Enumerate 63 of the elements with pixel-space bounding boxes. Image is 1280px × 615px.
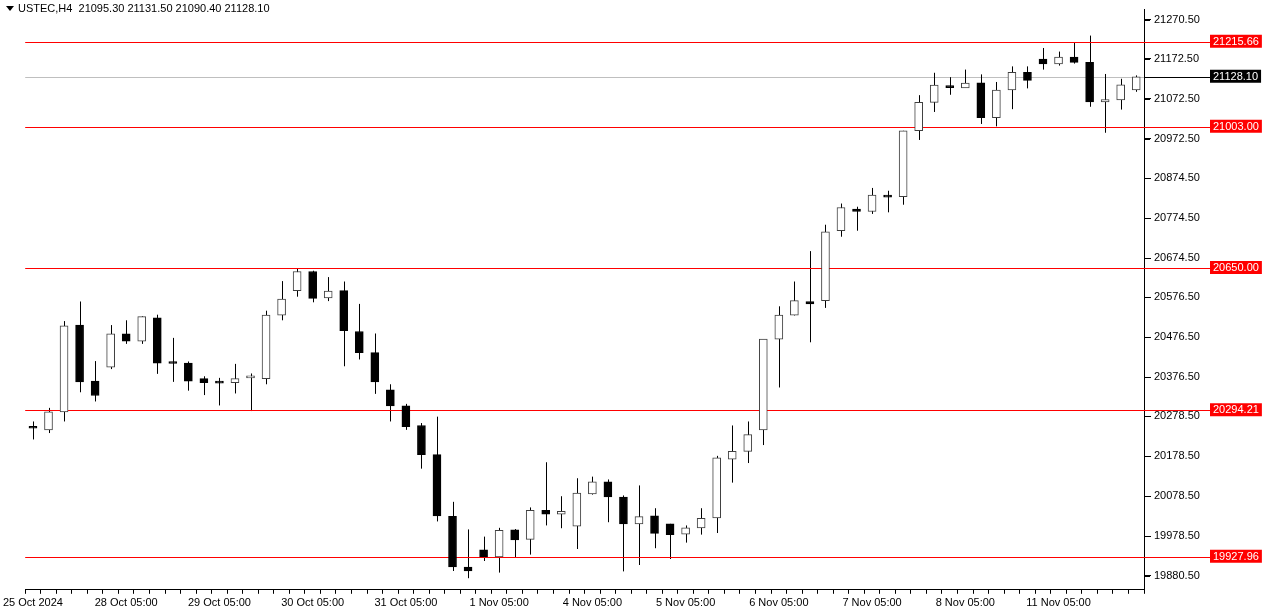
chart-title: USTEC,H4 21095.30 21131.50 21090.40 21128.10 — [18, 2, 270, 14]
y-tick-label: 20178.50 — [1154, 449, 1200, 462]
candlestick — [790, 281, 799, 316]
candlestick — [867, 187, 877, 215]
x-tick-label: 1 Nov 05:00 — [469, 596, 529, 609]
x-tick-label: 31 Oct 05:00 — [374, 596, 438, 609]
candlestick — [650, 507, 659, 549]
x-tick-label: 11 Nov 05:00 — [1026, 596, 1091, 609]
candlestick — [323, 276, 333, 302]
x-tick-label: 25 Oct 2024 — [3, 596, 63, 609]
x-tick-label: 5 Nov 05:00 — [655, 596, 716, 609]
candlestick — [727, 424, 737, 484]
y-tick-label: 20376.50 — [1154, 370, 1200, 383]
candlestick — [137, 315, 147, 345]
candlestick — [929, 72, 939, 113]
candlestick — [121, 319, 131, 345]
x-tick-label: 6 Nov 05:00 — [749, 596, 809, 609]
y-tick-label: 21072.50 — [1154, 92, 1200, 104]
candlestick — [1069, 41, 1079, 65]
x-tick-label: 30 Oct 05:00 — [281, 596, 345, 609]
y-tick-label: 20972.50 — [1154, 131, 1200, 144]
candlestick — [541, 461, 551, 526]
candlestick — [386, 383, 395, 422]
candlestick — [743, 420, 753, 464]
ref-line-label: 21128.10 — [1213, 69, 1259, 82]
y-tick-label: 20674.50 — [1154, 251, 1200, 264]
y-tick-label: 21270.50 — [1154, 12, 1200, 25]
ref-line-label: 19927.96 — [1213, 549, 1259, 562]
candlestick — [90, 360, 100, 402]
candlestick — [960, 69, 970, 89]
y-tick-label: 20078.50 — [1154, 489, 1200, 502]
y-tick-label: 20278.50 — [1154, 409, 1200, 422]
y-tick-label: 20874.50 — [1154, 171, 1200, 184]
x-tick-label: 28 Oct 05:00 — [94, 596, 158, 609]
candlestick — [1116, 78, 1126, 111]
x-tick-label: 29 Oct 05:00 — [187, 596, 251, 609]
candlestick — [556, 495, 566, 529]
x-tick-label: 7 Nov 05:00 — [842, 596, 902, 609]
candlestick — [634, 484, 644, 566]
x-tick-label: 4 Nov 05:00 — [562, 596, 623, 609]
candlestick — [836, 203, 846, 238]
y-tick-label: 19880.50 — [1154, 568, 1200, 581]
ref-line-label: 20650.00 — [1213, 260, 1259, 273]
x-tick-label: 8 Nov 05:00 — [935, 596, 995, 609]
y-tick-label: 19978.50 — [1154, 529, 1200, 542]
candlestick — [168, 337, 178, 383]
ref-line-label: 21003.00 — [1213, 119, 1259, 132]
y-tick-label: 20774.50 — [1154, 211, 1200, 224]
y-tick-label: 21172.50 — [1154, 52, 1200, 65]
ref-line-label: 21215.66 — [1213, 34, 1259, 47]
candlestick — [1023, 65, 1032, 89]
candlestick — [354, 303, 364, 360]
candlestick — [230, 363, 240, 394]
candlestick — [184, 360, 193, 392]
candlestick — [199, 375, 209, 396]
candlestick — [292, 267, 302, 298]
ref-line-label: 20294.21 — [1213, 403, 1259, 416]
candlestick — [479, 536, 488, 562]
candlestick — [852, 206, 861, 232]
candlestick — [510, 528, 519, 558]
y-tick-label: 20476.50 — [1154, 330, 1200, 343]
candlestick — [665, 523, 675, 560]
y-tick-label: 20576.50 — [1154, 290, 1200, 303]
